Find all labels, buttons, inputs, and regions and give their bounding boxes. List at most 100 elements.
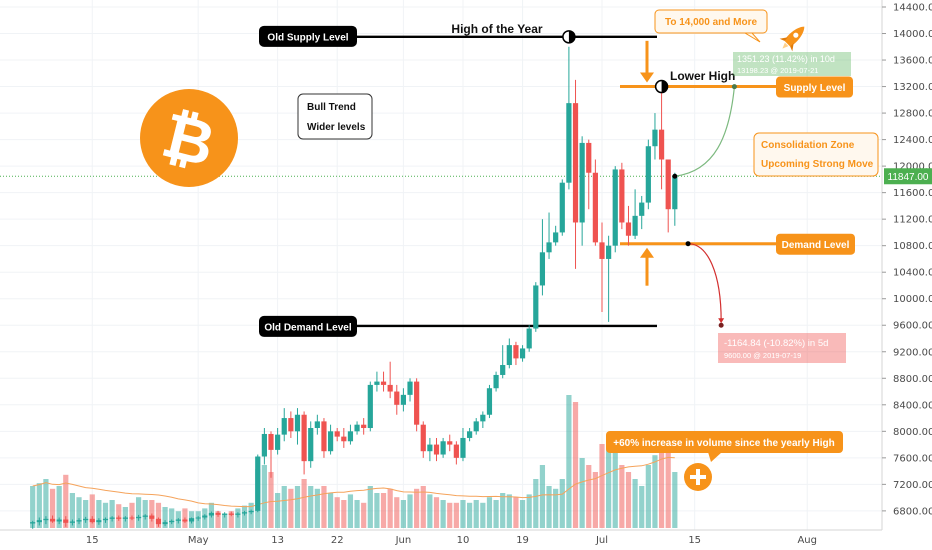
candle-body[interactable] xyxy=(202,515,208,518)
candle-body[interactable] xyxy=(526,328,532,349)
candle-body[interactable] xyxy=(519,348,526,359)
candle-body[interactable] xyxy=(275,434,281,450)
candle-body[interactable] xyxy=(533,285,539,329)
candle-body[interactable] xyxy=(513,345,519,359)
candle-body[interactable] xyxy=(639,202,645,216)
candle-body[interactable] xyxy=(208,512,215,516)
candle-body[interactable] xyxy=(592,172,598,243)
candlesticks[interactable] xyxy=(30,46,678,529)
candle-body[interactable] xyxy=(261,433,267,457)
candle-body[interactable] xyxy=(49,518,56,522)
candle-body[interactable] xyxy=(149,515,155,519)
candle-body[interactable] xyxy=(354,424,360,432)
candle-body[interactable] xyxy=(572,103,579,223)
candle-body[interactable] xyxy=(248,510,254,513)
candle-body[interactable] xyxy=(109,517,115,519)
candle-body[interactable] xyxy=(420,424,426,452)
candle-body[interactable] xyxy=(380,381,387,385)
candle-body[interactable] xyxy=(486,388,493,415)
candle-body[interactable] xyxy=(288,418,294,432)
candle-body[interactable] xyxy=(136,516,142,519)
candle-body[interactable] xyxy=(414,381,420,425)
candle-body[interactable] xyxy=(658,129,665,160)
candle-body[interactable] xyxy=(63,519,69,523)
candle-body[interactable] xyxy=(294,414,301,432)
candle-body[interactable] xyxy=(129,517,135,519)
candle-body[interactable] xyxy=(235,513,241,515)
candle-body[interactable] xyxy=(473,421,479,432)
candle-body[interactable] xyxy=(321,421,327,452)
candle-body[interactable] xyxy=(493,374,499,389)
candle-body[interactable] xyxy=(453,444,459,458)
candle-body[interactable] xyxy=(222,513,228,515)
candle-body[interactable] xyxy=(539,252,546,286)
candle-body[interactable] xyxy=(467,431,473,438)
candle-body[interactable] xyxy=(43,518,49,521)
candle-body[interactable] xyxy=(367,384,373,429)
candle-body[interactable] xyxy=(460,437,466,458)
candle-body[interactable] xyxy=(182,519,188,522)
candle-body[interactable] xyxy=(400,394,406,405)
time-axis[interactable]: 15 May 13 22 Jun 10 19 Jul 15 Aug xyxy=(0,529,932,550)
candle-body[interactable] xyxy=(347,431,354,442)
candle-body[interactable] xyxy=(56,519,62,522)
candle-body[interactable] xyxy=(36,520,42,523)
candle-body[interactable] xyxy=(341,436,347,442)
candle-body[interactable] xyxy=(506,345,512,366)
candle-body[interactable] xyxy=(308,428,314,462)
candle-body[interactable] xyxy=(327,431,334,452)
candle-body[interactable] xyxy=(228,513,234,515)
candle-body[interactable] xyxy=(281,418,287,435)
candle-body[interactable] xyxy=(612,169,618,246)
candle-body[interactable] xyxy=(241,512,248,514)
candle-body[interactable] xyxy=(500,365,506,375)
candle-body[interactable] xyxy=(116,517,122,519)
candle-body[interactable] xyxy=(334,431,340,437)
price-axis[interactable]: 14400.00 14000.00 13600.00 13200.00 12800.00… xyxy=(881,0,932,550)
candle-body[interactable] xyxy=(447,441,453,445)
candle-body[interactable] xyxy=(546,242,552,253)
candle-body[interactable] xyxy=(480,414,486,422)
candle-body[interactable] xyxy=(162,522,168,525)
candle-body[interactable] xyxy=(89,518,95,523)
candle-body[interactable] xyxy=(645,146,651,203)
candle-body[interactable] xyxy=(387,384,393,392)
candle-body[interactable] xyxy=(553,232,559,243)
candle-body[interactable] xyxy=(566,103,572,183)
candle-body[interactable] xyxy=(195,517,201,519)
candle-body[interactable] xyxy=(374,381,380,385)
candle-body[interactable] xyxy=(301,414,307,462)
candle-body[interactable] xyxy=(427,444,433,452)
candle-body[interactable] xyxy=(102,518,109,521)
candle-body[interactable] xyxy=(155,518,162,525)
candle-body[interactable] xyxy=(632,215,638,236)
candle-body[interactable] xyxy=(606,245,612,259)
candle-body[interactable] xyxy=(255,456,261,511)
candle-body[interactable] xyxy=(268,433,274,450)
candle-body[interactable] xyxy=(175,519,181,521)
candle-body[interactable] xyxy=(433,444,440,455)
candle-body[interactable] xyxy=(579,142,585,223)
candle-body[interactable] xyxy=(69,521,75,523)
candle-body[interactable] xyxy=(586,142,592,173)
candle-body[interactable] xyxy=(559,182,565,233)
candle-body[interactable] xyxy=(30,522,36,524)
candle-body[interactable] xyxy=(665,159,671,210)
candle-body[interactable] xyxy=(672,176,678,210)
candle-body[interactable] xyxy=(142,515,148,517)
candle-body[interactable] xyxy=(652,129,658,147)
candle-body[interactable] xyxy=(96,520,102,523)
candle-body[interactable] xyxy=(625,222,632,236)
candle-body[interactable] xyxy=(76,520,82,522)
candle-body[interactable] xyxy=(394,391,400,405)
candle-body[interactable] xyxy=(599,242,605,259)
candle-body[interactable] xyxy=(83,518,89,521)
candle-body[interactable] xyxy=(619,169,625,223)
candle-body[interactable] xyxy=(361,424,367,429)
candle-body[interactable] xyxy=(314,421,320,429)
candle-body[interactable] xyxy=(169,520,175,523)
candle-body[interactable] xyxy=(188,518,195,522)
candle-body[interactable] xyxy=(215,512,221,515)
candle-body[interactable] xyxy=(122,517,128,519)
